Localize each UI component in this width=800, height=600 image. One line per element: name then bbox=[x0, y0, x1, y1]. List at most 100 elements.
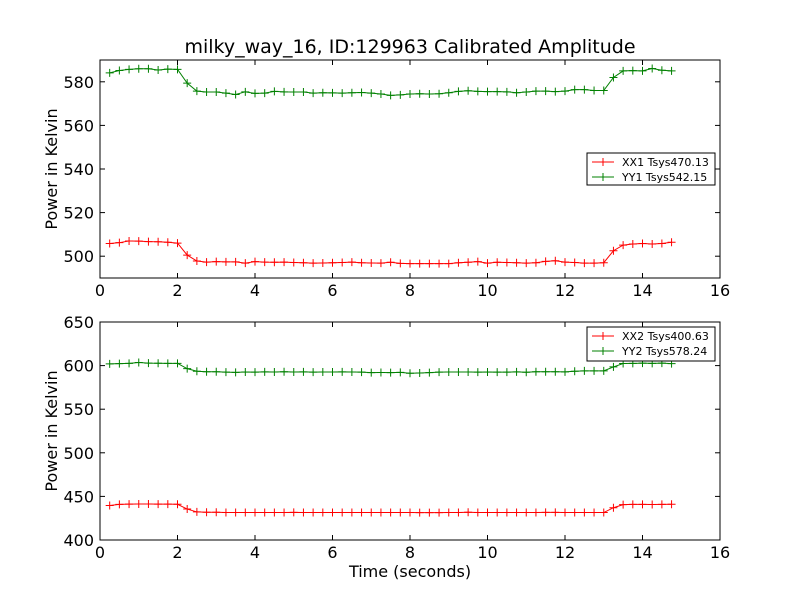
chart1-data-point bbox=[309, 508, 318, 517]
chart1-data-point bbox=[396, 368, 405, 377]
chart1-data-point bbox=[347, 368, 356, 377]
chart1-x-tick-label: 6 bbox=[327, 543, 337, 562]
chart1-y-axis-label: Power in Kelvin bbox=[42, 370, 61, 491]
chart0-data-point bbox=[357, 88, 366, 97]
chart0-data-point bbox=[522, 259, 531, 268]
chart0-data-point bbox=[328, 88, 337, 97]
chart0-data-point bbox=[347, 258, 356, 267]
chart1-data-point bbox=[541, 367, 550, 376]
chart0-data-point bbox=[376, 90, 385, 99]
chart0-data-point bbox=[454, 258, 463, 267]
chart0-x-tick-label: 10 bbox=[477, 281, 497, 300]
chart0-x-tick-label: 14 bbox=[632, 281, 652, 300]
chart1-data-point bbox=[551, 367, 560, 376]
chart0-legend-marker bbox=[599, 158, 607, 166]
chart0-data-point bbox=[406, 90, 414, 99]
chart1-data-point bbox=[599, 508, 608, 517]
chart1-y-tick-label: 500 bbox=[63, 444, 94, 463]
chart1-data-point bbox=[444, 368, 453, 377]
chart1-data-point bbox=[512, 367, 521, 376]
chart0-data-point bbox=[590, 86, 599, 95]
chart1-data-point bbox=[357, 508, 366, 517]
chart1-data-point bbox=[464, 508, 473, 517]
chart0-x-tick-label: 6 bbox=[327, 281, 337, 300]
chart0-data-point bbox=[105, 239, 114, 248]
chart1-data-point bbox=[192, 507, 201, 516]
chart1-data-point bbox=[183, 505, 192, 514]
chart1-data-point bbox=[318, 508, 327, 517]
chart0-data-point bbox=[657, 239, 666, 248]
chart0-data-point bbox=[309, 259, 318, 268]
chart0-data-point bbox=[280, 87, 289, 96]
chart0-data-point bbox=[590, 259, 599, 268]
chart0-data-point bbox=[648, 64, 657, 73]
chart1-data-point bbox=[154, 500, 163, 509]
chart0-data-point bbox=[425, 90, 434, 99]
chart0-y-tick-label: 520 bbox=[63, 204, 94, 223]
chart1-x-tick-label: 12 bbox=[555, 543, 575, 562]
chart0-data-point bbox=[241, 259, 250, 268]
chart1-data-point bbox=[580, 508, 589, 517]
chart0-data-point bbox=[260, 89, 269, 98]
chart0-data-point bbox=[580, 85, 589, 94]
chart1-data-point bbox=[425, 368, 434, 377]
chart1-data-point bbox=[105, 359, 114, 368]
chart0-data-point bbox=[454, 87, 463, 96]
chart0-data-point bbox=[657, 66, 666, 75]
chart1-data-point bbox=[609, 503, 618, 512]
chart0-data-point bbox=[347, 88, 356, 97]
chart1-data-point bbox=[435, 368, 444, 377]
chart1-data-point bbox=[280, 508, 289, 517]
chart1-x-tick-label: 8 bbox=[405, 543, 415, 562]
bottom-plot: 0 2 4 6 8 10 12 14 16 400 450 500 550 600 650 Power in … bbox=[42, 313, 730, 581]
chart1-legend-marker bbox=[599, 332, 607, 340]
chart1-data-point bbox=[212, 367, 221, 376]
chart1-data-point bbox=[144, 359, 153, 368]
chart1-data-point bbox=[231, 368, 240, 377]
chart0-data-point bbox=[338, 89, 347, 98]
chart0-data-point bbox=[667, 238, 676, 247]
chart0-data-point bbox=[628, 239, 637, 248]
chart1-data-point bbox=[192, 367, 201, 376]
chart1-data-point bbox=[376, 368, 385, 377]
chart1-data-point bbox=[638, 500, 647, 509]
chart0-data-point bbox=[192, 87, 201, 96]
chart1-data-point bbox=[173, 359, 182, 368]
chart0-data-point bbox=[115, 66, 124, 75]
chart0-data-point bbox=[309, 89, 318, 98]
chart0-data-point bbox=[435, 259, 444, 268]
chart1-data-point bbox=[531, 367, 540, 376]
chart0-data-point bbox=[299, 258, 308, 267]
chart1-data-point bbox=[154, 359, 163, 368]
chart0-data-point bbox=[638, 66, 647, 75]
chart1-data-point bbox=[502, 508, 511, 517]
chart1-data-point bbox=[212, 508, 221, 517]
chart0-data-point bbox=[318, 258, 327, 267]
chart0-data-point bbox=[134, 64, 143, 73]
chart0-data-point bbox=[125, 65, 134, 74]
chart1-data-point bbox=[299, 508, 308, 517]
chart1-data-point bbox=[415, 369, 424, 378]
chart0-data-point bbox=[289, 88, 298, 97]
chart1-data-point bbox=[609, 362, 618, 371]
chart0-data-point bbox=[386, 91, 395, 100]
chart1-data-point bbox=[590, 366, 599, 375]
chart1-legend-entry: XX2 Tsys400.63 bbox=[622, 330, 709, 343]
chart0-data-point bbox=[299, 88, 308, 97]
chart0-data-point bbox=[464, 258, 473, 267]
chart1-x-tick-label: 0 bbox=[95, 543, 105, 562]
chart1-data-point bbox=[570, 508, 579, 517]
chart0-data-point bbox=[154, 66, 163, 75]
chart1-data-point bbox=[163, 500, 172, 509]
chart1-data-point bbox=[657, 500, 666, 509]
chart0-data-point bbox=[212, 88, 221, 97]
chart0-data-point bbox=[502, 87, 511, 96]
chart1-data-point bbox=[561, 508, 569, 517]
chart1-data-point bbox=[367, 508, 376, 517]
chart0-data-point bbox=[473, 87, 482, 96]
chart0-series-0 bbox=[105, 236, 676, 268]
chart1-data-point bbox=[260, 367, 269, 376]
chart0-legend-marker bbox=[599, 173, 607, 181]
chart0-data-point bbox=[522, 88, 531, 97]
